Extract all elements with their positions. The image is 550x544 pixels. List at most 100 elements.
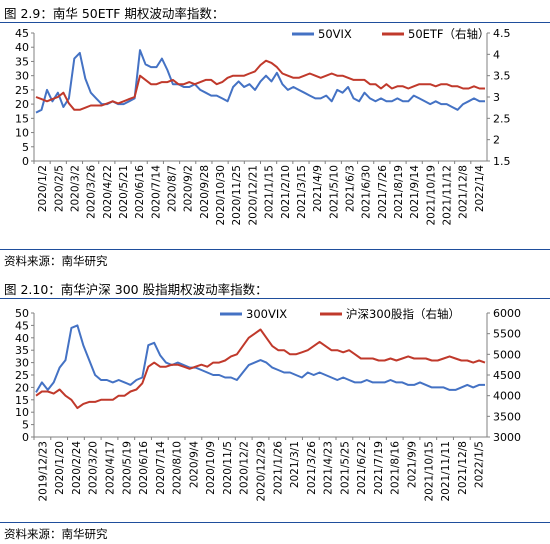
x-tick-label: 2021/10/15 <box>423 441 435 502</box>
y-right-tick-label: 2.5 <box>493 112 511 125</box>
x-tick-label: 2020/9/28 <box>199 165 211 219</box>
y-right-tick-label: 5500 <box>493 328 521 341</box>
x-tick-label: 2021/3/15 <box>296 165 308 219</box>
y-left-tick-label: 35 <box>15 344 29 357</box>
x-tick-label: 2021/5/10 <box>328 165 340 219</box>
x-tick-label: 2020/8/10 <box>172 441 184 495</box>
x-tick-label: 2021/1/15 <box>264 165 276 219</box>
x-tick-label: 2021/5/25 <box>339 441 351 495</box>
legend-label: 沪深300股指（右轴） <box>346 307 460 321</box>
x-tick-label: 2020/6/16 <box>134 165 146 219</box>
x-tick-label: 2021/12/8 <box>457 441 469 495</box>
x-tick-label: 2020/2/24 <box>71 441 83 495</box>
x-tick-label: 2021/4/9 <box>312 165 324 212</box>
y-left-tick-label: 0 <box>22 431 29 444</box>
x-tick-label: 2021/11/11 <box>440 441 452 502</box>
y-left-tick-label: 20 <box>15 98 29 111</box>
x-tick-label: 2020/5/19 <box>121 441 133 495</box>
x-tick-label: 2020/11/5 <box>222 441 234 495</box>
x-tick-label: 2021/6/3 <box>344 165 356 212</box>
y-right-tick-label: 4500 <box>493 369 521 382</box>
y-left-tick-label: 40 <box>15 332 29 345</box>
source-rule-2 <box>0 522 550 523</box>
y-left-tick-label: 5 <box>22 141 29 154</box>
y-right-tick-label: 4000 <box>493 390 521 403</box>
x-tick-label: 2020/3/20 <box>88 441 100 495</box>
x-tick-label: 2020/9/2 <box>183 165 195 212</box>
source-rule-1 <box>0 249 550 250</box>
y-left-tick-label: 25 <box>15 369 29 382</box>
x-tick-label: 2020/10/9 <box>205 441 217 495</box>
x-tick-label: 2020/2/5 <box>53 165 65 212</box>
x-tick-label: 2022/1/4 <box>474 165 486 212</box>
x-tick-label: 2021/7/19 <box>373 441 385 495</box>
figure-source-2: 资料来源：南华研究 <box>4 527 108 541</box>
series-line-index <box>35 328 486 410</box>
x-tick-label: 2020/4/22 <box>102 165 114 219</box>
series-line-vix <box>35 49 485 114</box>
y-right-tick-label: 2 <box>493 134 500 147</box>
x-tick-label: 2020/7/14 <box>150 165 162 219</box>
x-tick-label: 2021/6/22 <box>356 441 368 495</box>
x-tick-label: 2021/10/19 <box>425 165 437 226</box>
y-left-tick-label: 45 <box>15 319 29 332</box>
y-right-tick-label: 4.5 <box>493 27 511 40</box>
x-tick-label: 2020/3/26 <box>86 165 98 219</box>
x-tick-label: 2021/3/1 <box>289 441 301 488</box>
y-right-tick-label: 3500 <box>493 410 521 423</box>
x-tick-label: 2019/12/23 <box>37 441 49 502</box>
x-tick-label: 2021/4/23 <box>323 441 335 495</box>
y-left-tick-label: 5 <box>22 419 29 432</box>
figure-source-1: 资料来源：南华研究 <box>4 254 108 268</box>
y-right-tick-label: 3000 <box>493 431 521 444</box>
x-tick-label: 2021/3/26 <box>306 441 318 495</box>
x-tick-label: 2021/12/8 <box>458 165 470 219</box>
x-tick-label: 2021/8/19 <box>393 165 405 219</box>
x-tick-label: 2021/11/12 <box>442 165 454 226</box>
series-line-vix <box>35 324 485 393</box>
series-line-index <box>35 59 485 111</box>
y-left-tick-label: 25 <box>15 84 29 97</box>
y-right-tick-label: 3.5 <box>493 70 511 83</box>
y-right-tick-label: 5000 <box>493 348 521 361</box>
y-right-tick-label: 6000 <box>493 307 521 320</box>
x-tick-label: 2020/5/21 <box>118 165 130 219</box>
y-left-tick-label: 40 <box>15 41 29 54</box>
caption-rule-1 <box>0 22 550 23</box>
x-tick-label: 2020/11/25 <box>231 165 243 226</box>
y-right-tick-label: 3 <box>493 91 500 104</box>
legend-label: 300VIX <box>246 307 287 321</box>
y-right-tick-label: 1.5 <box>493 155 511 168</box>
y-right-tick-label: 4 <box>493 48 500 61</box>
x-tick-label: 2020/12/21 <box>247 165 259 226</box>
x-tick-label: 2021/1/26 <box>272 441 284 495</box>
legend-label: 50ETF（右轴） <box>408 27 490 41</box>
x-tick-label: 2020/3/2 <box>69 165 81 212</box>
y-left-tick-label: 45 <box>15 27 29 40</box>
x-tick-label: 2021/6/30 <box>361 165 373 219</box>
x-tick-label: 2020/12/29 <box>256 441 268 502</box>
x-tick-label: 2020/6/16 <box>138 441 150 495</box>
x-tick-label: 2020/9/4 <box>188 441 200 488</box>
x-tick-label: 2020/7/14 <box>155 441 167 495</box>
x-tick-label: 2020/10/30 <box>215 165 227 226</box>
x-tick-label: 2020/12/2 <box>239 441 251 495</box>
x-tick-label: 2021/9/9 <box>407 441 419 488</box>
y-left-tick-label: 15 <box>15 112 29 125</box>
y-left-tick-label: 50 <box>15 307 29 320</box>
x-tick-label: 2021/2/10 <box>280 165 292 219</box>
figure-caption-2: 图 2.10：南华沪深 300 股指期权波动率指数： <box>4 282 268 297</box>
x-tick-label: 2020/8/7 <box>167 165 179 212</box>
y-left-tick-label: 15 <box>15 394 29 407</box>
y-left-tick-label: 30 <box>15 70 29 83</box>
y-left-tick-label: 30 <box>15 357 29 370</box>
x-tick-label: 2021/9/14 <box>409 165 421 219</box>
y-left-tick-label: 10 <box>15 127 29 140</box>
y-left-tick-label: 0 <box>22 155 29 168</box>
x-tick-label: 2020/4/17 <box>105 441 117 495</box>
x-tick-label: 2020/1/2 <box>37 165 49 212</box>
x-tick-label: 2021/7/26 <box>377 165 389 219</box>
legend-label: 50VIX <box>318 27 352 41</box>
